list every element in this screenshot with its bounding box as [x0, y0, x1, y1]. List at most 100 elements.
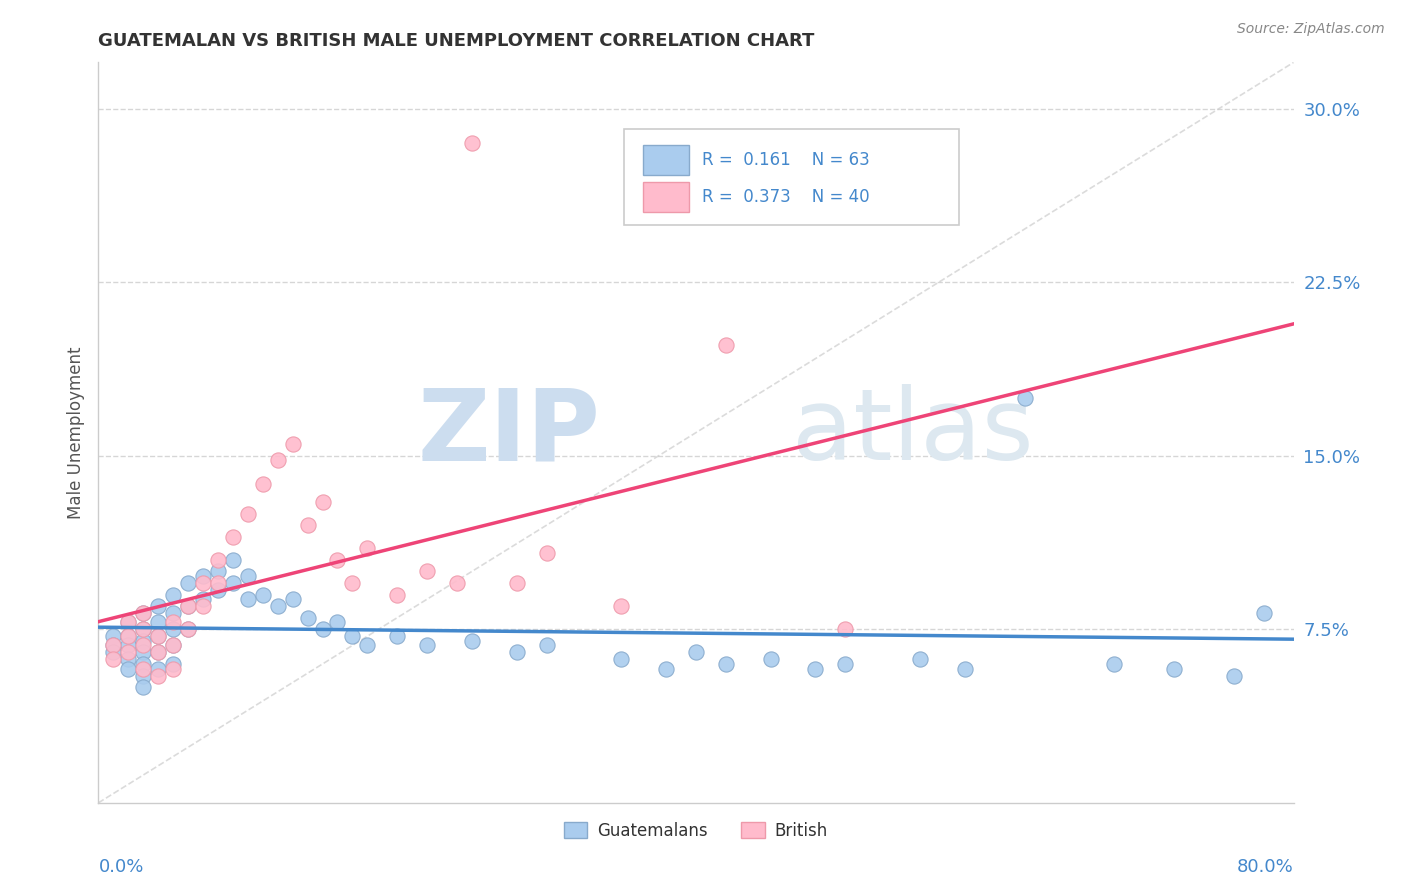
- Point: [162, 622, 184, 636]
- Text: ZIP: ZIP: [418, 384, 600, 481]
- Point: [103, 652, 125, 666]
- Point: [685, 645, 707, 659]
- Point: [177, 599, 200, 614]
- Point: [162, 615, 184, 630]
- Point: [222, 530, 245, 544]
- Point: [103, 639, 125, 653]
- Point: [953, 662, 976, 676]
- Point: [117, 645, 139, 659]
- Point: [132, 606, 155, 620]
- Point: [132, 606, 155, 620]
- Point: [132, 662, 155, 676]
- Point: [356, 639, 378, 653]
- Point: [103, 639, 125, 653]
- Point: [177, 622, 200, 636]
- FancyBboxPatch shape: [624, 129, 959, 226]
- Point: [191, 592, 214, 607]
- Point: [281, 437, 304, 451]
- Text: atlas: atlas: [792, 384, 1033, 481]
- Point: [281, 592, 304, 607]
- Text: 80.0%: 80.0%: [1237, 858, 1294, 876]
- Point: [177, 576, 200, 591]
- Point: [117, 639, 139, 653]
- Point: [148, 629, 170, 643]
- Point: [908, 652, 931, 666]
- Point: [132, 657, 155, 671]
- Point: [536, 546, 558, 560]
- Point: [297, 518, 319, 533]
- Point: [1163, 662, 1185, 676]
- Point: [207, 576, 229, 591]
- Point: [117, 652, 139, 666]
- Point: [610, 599, 633, 614]
- Point: [132, 668, 155, 682]
- Point: [834, 657, 856, 671]
- Point: [132, 622, 155, 636]
- Point: [103, 629, 125, 643]
- Point: [385, 629, 409, 643]
- Point: [117, 615, 139, 630]
- Point: [356, 541, 378, 556]
- Point: [177, 622, 200, 636]
- Point: [267, 453, 290, 467]
- Point: [236, 592, 259, 607]
- FancyBboxPatch shape: [644, 145, 689, 175]
- Point: [162, 588, 184, 602]
- Point: [385, 588, 409, 602]
- Point: [162, 639, 184, 653]
- Point: [222, 576, 245, 591]
- Point: [132, 633, 155, 648]
- Point: [267, 599, 290, 614]
- Point: [1014, 391, 1036, 405]
- Point: [132, 639, 155, 653]
- Legend: Guatemalans, British: Guatemalans, British: [557, 815, 835, 847]
- Point: [311, 495, 333, 509]
- Point: [714, 657, 737, 671]
- Point: [148, 662, 170, 676]
- Point: [714, 337, 737, 351]
- Point: [252, 588, 274, 602]
- Point: [222, 553, 245, 567]
- Point: [148, 645, 170, 659]
- Point: [506, 576, 529, 591]
- Point: [148, 599, 170, 614]
- Point: [162, 662, 184, 676]
- Y-axis label: Male Unemployment: Male Unemployment: [66, 346, 84, 519]
- Point: [610, 652, 633, 666]
- Point: [148, 615, 170, 630]
- Point: [162, 639, 184, 653]
- Point: [1223, 668, 1246, 682]
- Point: [252, 476, 274, 491]
- Point: [148, 668, 170, 682]
- Point: [148, 645, 170, 659]
- Point: [117, 629, 139, 643]
- Point: [342, 629, 364, 643]
- Point: [1253, 606, 1275, 620]
- Point: [655, 662, 678, 676]
- Text: 0.0%: 0.0%: [98, 858, 143, 876]
- Point: [342, 576, 364, 591]
- Point: [446, 576, 468, 591]
- Point: [461, 136, 484, 151]
- Point: [536, 639, 558, 653]
- Text: GUATEMALAN VS BRITISH MALE UNEMPLOYMENT CORRELATION CHART: GUATEMALAN VS BRITISH MALE UNEMPLOYMENT …: [98, 32, 815, 50]
- Point: [416, 565, 439, 579]
- Point: [506, 645, 529, 659]
- Point: [117, 615, 139, 630]
- Point: [236, 507, 259, 521]
- Point: [207, 565, 229, 579]
- Point: [191, 599, 214, 614]
- Point: [132, 645, 155, 659]
- Text: R =  0.161    N = 63: R = 0.161 N = 63: [702, 151, 870, 169]
- Text: R =  0.373    N = 40: R = 0.373 N = 40: [702, 188, 869, 206]
- Point: [461, 633, 484, 648]
- Point: [236, 569, 259, 583]
- FancyBboxPatch shape: [644, 182, 689, 212]
- Point: [191, 576, 214, 591]
- Point: [326, 615, 349, 630]
- Point: [207, 582, 229, 597]
- Point: [132, 622, 155, 636]
- Point: [117, 662, 139, 676]
- Point: [326, 553, 349, 567]
- Point: [177, 599, 200, 614]
